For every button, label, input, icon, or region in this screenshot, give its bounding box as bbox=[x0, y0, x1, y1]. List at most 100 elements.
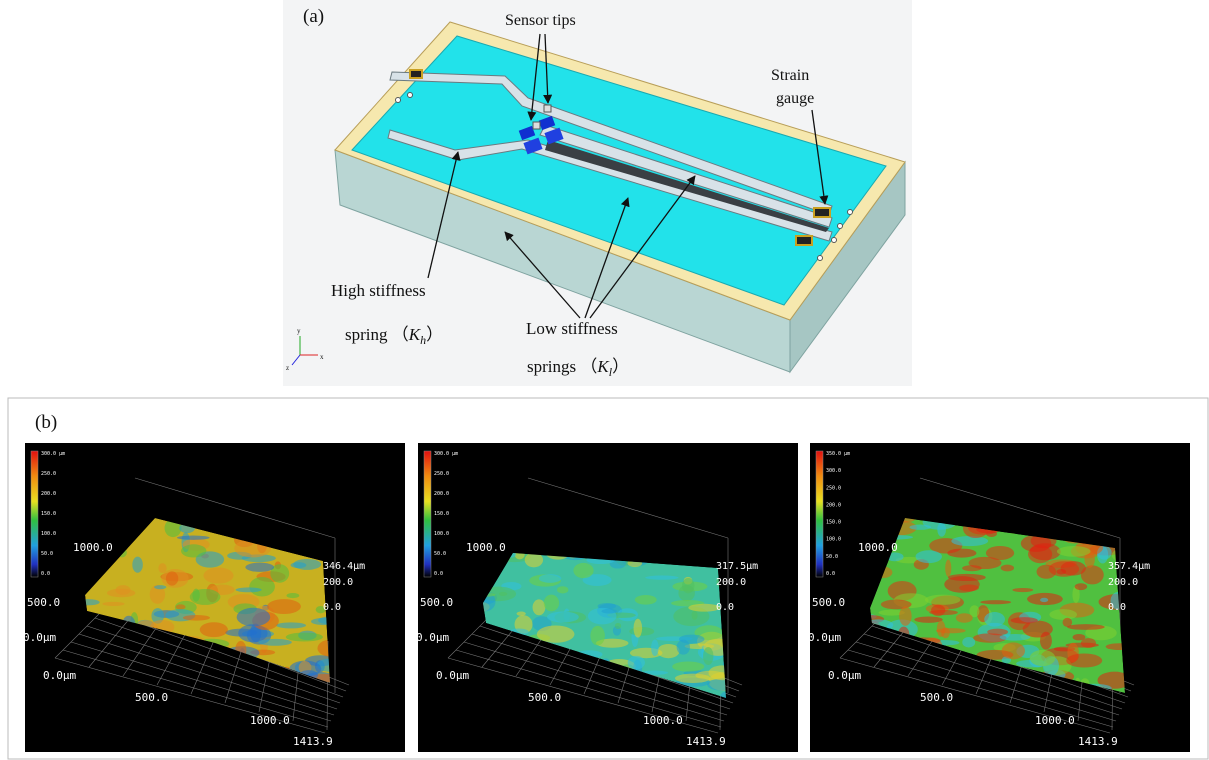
colorbar bbox=[31, 451, 38, 577]
panel-label: (b) bbox=[35, 412, 57, 433]
axis-label: 200.0 bbox=[716, 577, 746, 588]
surface-texture bbox=[1011, 617, 1038, 623]
surface-texture bbox=[544, 595, 560, 612]
colorbar-label: 200.0 bbox=[826, 502, 841, 508]
surface-texture bbox=[1057, 546, 1091, 557]
surface-texture bbox=[537, 626, 575, 643]
colorbar-label: 350.0 µm bbox=[826, 451, 850, 457]
axis-label: 0.0 bbox=[716, 602, 734, 613]
callout-text: ） bbox=[612, 357, 629, 376]
axis-label: 1000.0 bbox=[250, 714, 290, 727]
callout: gauge bbox=[776, 90, 814, 107]
callout: Low stiffness bbox=[526, 319, 618, 338]
axis-label: 1413.9 bbox=[686, 735, 726, 748]
surface-texture bbox=[1067, 624, 1105, 630]
axis-label: 317.5µm bbox=[716, 561, 758, 572]
colorbar-label: 100.0 bbox=[434, 531, 449, 537]
axis-label: 1000.0 bbox=[73, 541, 113, 554]
surface-texture bbox=[177, 536, 210, 540]
callout: Sensor tips bbox=[505, 12, 576, 29]
surface-texture bbox=[672, 662, 704, 672]
surface-texture bbox=[677, 640, 690, 655]
surface-texture bbox=[237, 608, 271, 627]
surface-texture bbox=[634, 619, 643, 638]
axis-label: 1000.0 bbox=[1035, 714, 1075, 727]
colorbar bbox=[816, 451, 823, 577]
surface-texture bbox=[573, 563, 593, 578]
axis-letter: x bbox=[320, 353, 324, 361]
axis-label: 200.0 bbox=[323, 577, 353, 588]
colorbar-label: 0.0 bbox=[826, 571, 835, 577]
surface-texture bbox=[258, 639, 292, 646]
callout: springs （Kl） bbox=[527, 357, 629, 379]
surface-texture bbox=[1001, 565, 1014, 572]
surface-texture bbox=[158, 563, 166, 573]
axis-label: 500.0 bbox=[920, 691, 953, 704]
surface-texture bbox=[287, 593, 300, 598]
axis-label: 0.0µm bbox=[416, 631, 449, 644]
surface-texture bbox=[615, 623, 621, 629]
surface-texture bbox=[987, 629, 1008, 636]
surface-texture bbox=[1049, 609, 1077, 620]
colorbar-label: 0.0 bbox=[434, 571, 443, 577]
colorbar-label: 200.0 bbox=[434, 491, 449, 497]
axis-label: 0.0µm bbox=[808, 631, 841, 644]
surface-texture bbox=[181, 544, 206, 557]
surface-texture bbox=[602, 609, 617, 614]
axis-label: 0.0µm bbox=[436, 669, 469, 682]
surface-texture bbox=[675, 674, 711, 683]
colorbar-label: 50.0 bbox=[826, 554, 838, 560]
surface-texture bbox=[276, 622, 306, 628]
surface-texture bbox=[682, 578, 694, 593]
surface-texture bbox=[628, 656, 645, 670]
surface-texture bbox=[190, 589, 221, 605]
surface-texture bbox=[916, 550, 942, 563]
axis-letter: y bbox=[297, 327, 301, 335]
axis-label: 1000.0 bbox=[858, 541, 898, 554]
surface-texture bbox=[557, 586, 568, 593]
axis-label: 1000.0 bbox=[466, 541, 506, 554]
surface-texture bbox=[547, 612, 579, 623]
axis-label: 500.0 bbox=[135, 691, 168, 704]
surface-texture bbox=[956, 613, 973, 622]
surface-texture bbox=[102, 602, 124, 606]
surface-texture bbox=[183, 615, 210, 621]
surface-texture bbox=[1037, 565, 1057, 579]
axis-label: 0.0µm bbox=[43, 669, 76, 682]
axis-letter: z bbox=[286, 364, 289, 372]
callout: Strain bbox=[771, 67, 809, 84]
surface-texture bbox=[945, 560, 951, 577]
axis-label: 500.0 bbox=[27, 596, 60, 609]
surface-texture bbox=[947, 549, 976, 558]
surface-texture bbox=[1081, 565, 1104, 584]
axis-label: 0.0µm bbox=[828, 669, 861, 682]
surface-texture bbox=[1012, 588, 1033, 592]
axis-label: 200.0 bbox=[1108, 577, 1138, 588]
axis-label: 1413.9 bbox=[293, 735, 333, 748]
axis-label: 500.0 bbox=[812, 596, 845, 609]
colorbar-label: 150.0 bbox=[826, 520, 841, 526]
surface-texture bbox=[1075, 583, 1088, 590]
surface-texture bbox=[154, 585, 166, 589]
surface-texture bbox=[929, 610, 958, 615]
colorbar-label: 100.0 bbox=[826, 537, 841, 543]
surface-texture bbox=[1000, 634, 1031, 641]
colorbar-label: 250.0 bbox=[826, 485, 841, 491]
surface-plot: 350.0 µm300.0250.0200.0150.0100.050.00.0… bbox=[808, 443, 1190, 752]
colorbar-label: 50.0 bbox=[434, 551, 446, 557]
surface-texture bbox=[914, 616, 942, 622]
figure: (a)Sensor tipsStraingaugeHigh stiffnessL… bbox=[0, 0, 1209, 760]
colorbar-label: 300.0 µm bbox=[41, 451, 65, 457]
surface-texture bbox=[1030, 650, 1056, 666]
panel-label: (a) bbox=[303, 6, 324, 27]
surface-texture bbox=[1002, 642, 1025, 659]
surface-texture bbox=[499, 592, 507, 596]
axis-label: 500.0 bbox=[528, 691, 561, 704]
callout: spring （Kh） bbox=[345, 325, 443, 347]
surface-texture bbox=[590, 626, 605, 646]
surface-texture bbox=[1056, 569, 1066, 575]
surface-texture bbox=[1040, 598, 1048, 602]
surface-texture bbox=[1040, 632, 1052, 650]
axis-label: 357.4µm bbox=[1108, 561, 1150, 572]
surface-texture bbox=[245, 563, 274, 572]
